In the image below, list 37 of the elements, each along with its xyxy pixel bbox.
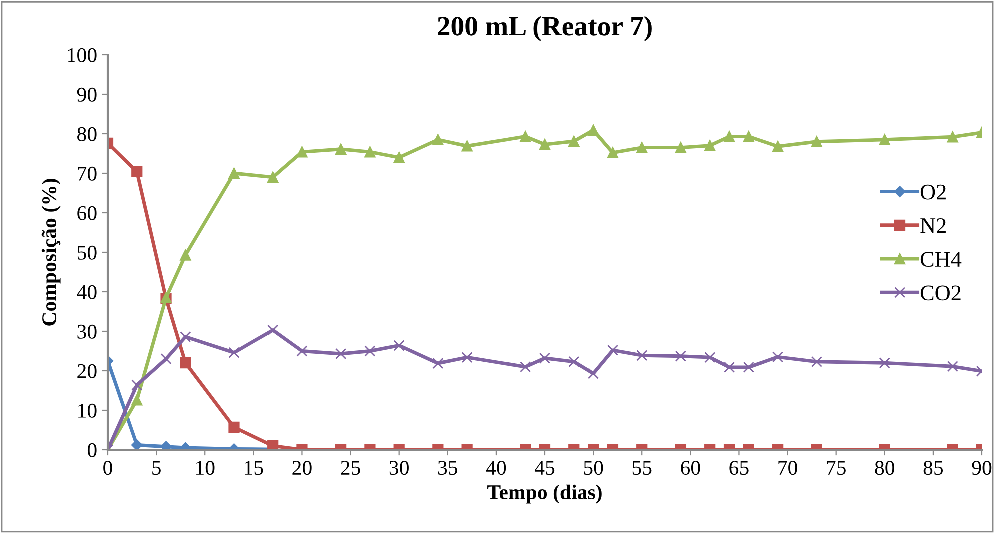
y-tick-label: 40 bbox=[77, 285, 97, 300]
x-tick-label: 65 bbox=[730, 461, 749, 476]
chart-title: 200 mL (Reator 7) bbox=[438, 16, 652, 42]
x-tick-label: 50 bbox=[584, 461, 604, 476]
y-tick-label: 70 bbox=[78, 166, 97, 181]
x-tick-label: 75 bbox=[827, 461, 846, 476]
x-tick-label: 0 bbox=[104, 461, 112, 476]
legend-label: O2 bbox=[920, 184, 946, 200]
legend-label: CH4 bbox=[920, 252, 962, 268]
x-tick-label: 85 bbox=[924, 461, 944, 476]
y-tick-label: 90 bbox=[77, 88, 97, 102]
y-tick-label: 20 bbox=[78, 364, 97, 378]
y-tick-label: 10 bbox=[78, 404, 97, 418]
legend-label: N2 bbox=[920, 218, 946, 234]
x-tick-label: 45 bbox=[534, 461, 555, 476]
x-tick-label: 35 bbox=[438, 461, 458, 476]
x-tick-label: 5 bbox=[152, 461, 161, 476]
y-tick-label: 50 bbox=[78, 246, 97, 260]
y-tick-label: 80 bbox=[78, 127, 97, 142]
x-tick-label: 60 bbox=[681, 461, 700, 476]
x-axis-title: Tempo (dias) bbox=[488, 484, 602, 504]
x-tick-label: 55 bbox=[632, 461, 652, 476]
y-tick-label: 0 bbox=[88, 443, 97, 458]
x-tick-label: 10 bbox=[196, 461, 215, 476]
x-tick-label: 40 bbox=[486, 461, 506, 476]
y-tick-label: 30 bbox=[78, 324, 97, 339]
x-tick-label: 30 bbox=[390, 461, 409, 476]
legend-label: CO2 bbox=[920, 286, 961, 301]
x-tick-label: 80 bbox=[875, 461, 895, 476]
x-tick-label: 20 bbox=[292, 461, 312, 476]
y-tick-label: 60 bbox=[78, 206, 97, 220]
x-tick-label: 90 bbox=[972, 461, 992, 476]
y-axis-title: Composição (%) bbox=[42, 179, 61, 326]
x-tick-label: 70 bbox=[778, 461, 798, 476]
y-tick-label: 100 bbox=[68, 48, 97, 62]
x-tick-label: 15 bbox=[245, 461, 264, 476]
x-tick-label: 25 bbox=[341, 461, 360, 476]
